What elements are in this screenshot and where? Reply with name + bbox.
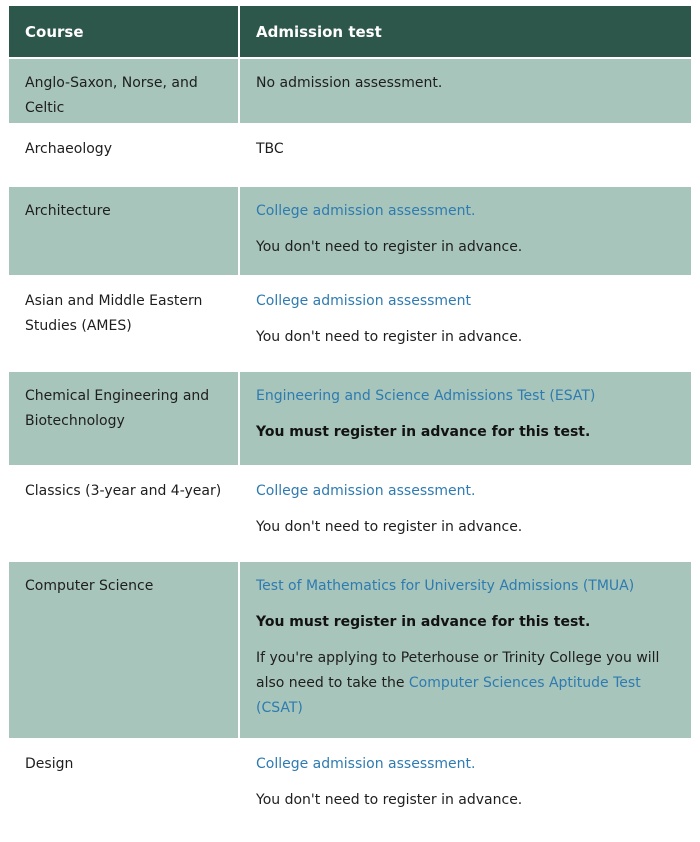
admission-test-cell: Test of Mathematics for University Admis… bbox=[240, 562, 691, 738]
admission-test-paragraph: If you're applying to Peterhouse or Trin… bbox=[256, 646, 675, 721]
course-cell: Design bbox=[9, 740, 238, 836]
admission-test-paragraph: You don't need to register in advance. bbox=[256, 788, 675, 813]
admission-test-paragraph: No admission assessment. bbox=[256, 71, 675, 96]
admission-test-paragraph: You don't need to register in advance. bbox=[256, 235, 675, 260]
admission-test-paragraph: College admission assessment. bbox=[256, 479, 675, 504]
admission-test-link[interactable]: Test of Mathematics for University Admis… bbox=[256, 578, 635, 594]
text-segment: You don't need to register in advance. bbox=[256, 329, 523, 345]
admission-test-link[interactable]: College admission assessment. bbox=[256, 756, 476, 772]
table-row: Anglo-Saxon, Norse, and Celtic No admissi… bbox=[9, 59, 691, 123]
course-cell: Asian and Middle Eastern Studies (AMES) bbox=[9, 277, 238, 370]
admission-test-paragraph: You must register in advance for this te… bbox=[256, 420, 675, 445]
admission-test-cell: College admission assessment. You don't n… bbox=[240, 187, 691, 275]
text-segment: You don't need to register in advance. bbox=[256, 519, 523, 535]
register-warning-text: You must register in advance for this te… bbox=[256, 614, 591, 630]
table-row: Design College admission assessment. You d… bbox=[9, 740, 691, 836]
admission-test-paragraph: College admission assessment. bbox=[256, 752, 675, 777]
admission-test-cell: Engineering and Science Admissions Test … bbox=[240, 372, 691, 465]
text-segment: TBC bbox=[256, 141, 284, 157]
course-cell: Architecture bbox=[9, 187, 238, 275]
admission-test-paragraph: College admission assessment bbox=[256, 289, 675, 314]
admission-test-link[interactable]: College admission assessment. bbox=[256, 483, 476, 499]
course-cell: Archaeology bbox=[9, 125, 238, 185]
table-header-row: Course Admission test bbox=[9, 6, 691, 57]
admission-test-link[interactable]: College admission assessment. bbox=[256, 203, 476, 219]
admission-test-paragraph: Test of Mathematics for University Admis… bbox=[256, 574, 675, 599]
column-header-course: Course bbox=[9, 6, 238, 57]
table-row: Chemical Engineering and Biotechnology En… bbox=[9, 372, 691, 465]
column-header-admission-test: Admission test bbox=[240, 6, 691, 57]
admission-test-link[interactable]: Engineering and Science Admissions Test … bbox=[256, 388, 596, 404]
text-segment: You don't need to register in advance. bbox=[256, 239, 523, 255]
table-row: Architecture College admission assessment… bbox=[9, 187, 691, 275]
admission-test-cell: College admission assessment You don't ne… bbox=[240, 277, 691, 370]
admission-test-paragraph: College admission assessment. bbox=[256, 199, 675, 224]
table-row: Archaeology TBC bbox=[9, 125, 691, 185]
table-row: Classics (3-year and 4-year) College admi… bbox=[9, 467, 691, 560]
admission-test-paragraph: Engineering and Science Admissions Test … bbox=[256, 384, 675, 409]
table-row: Asian and Middle Eastern Studies (AMES) C… bbox=[9, 277, 691, 370]
admission-test-paragraph: You must register in advance for this te… bbox=[256, 610, 675, 635]
register-warning-text: You must register in advance for this te… bbox=[256, 424, 591, 440]
course-table-body: Anglo-Saxon, Norse, and Celtic No admissi… bbox=[9, 59, 691, 836]
table-row: Computer Science Test of Mathematics for … bbox=[9, 562, 691, 738]
admission-test-link[interactable]: College admission assessment bbox=[256, 293, 472, 309]
admission-test-cell: TBC bbox=[240, 125, 691, 185]
course-cell: Chemical Engineering and Biotechnology bbox=[9, 372, 238, 465]
course-cell: Classics (3-year and 4-year) bbox=[9, 467, 238, 560]
text-segment: No admission assessment. bbox=[256, 75, 443, 91]
admissions-table: Course Admission test Anglo-Saxon, Norse… bbox=[7, 4, 693, 838]
admission-test-paragraph: You don't need to register in advance. bbox=[256, 325, 675, 350]
admission-test-paragraph: TBC bbox=[256, 137, 675, 162]
admission-test-link[interactable]: Computer Sciences Aptitude Test (CSAT) bbox=[256, 675, 641, 716]
admission-test-paragraph: You don't need to register in advance. bbox=[256, 515, 675, 540]
course-cell: Anglo-Saxon, Norse, and Celtic bbox=[9, 59, 238, 123]
course-cell: Computer Science bbox=[9, 562, 238, 738]
admission-test-cell: College admission assessment. You don't n… bbox=[240, 740, 691, 836]
text-segment: If you're applying to Peterhouse or Trin… bbox=[256, 650, 660, 691]
text-segment: You don't need to register in advance. bbox=[256, 792, 523, 808]
admission-test-cell: College admission assessment. You don't n… bbox=[240, 467, 691, 560]
admission-test-cell: No admission assessment. bbox=[240, 59, 691, 123]
